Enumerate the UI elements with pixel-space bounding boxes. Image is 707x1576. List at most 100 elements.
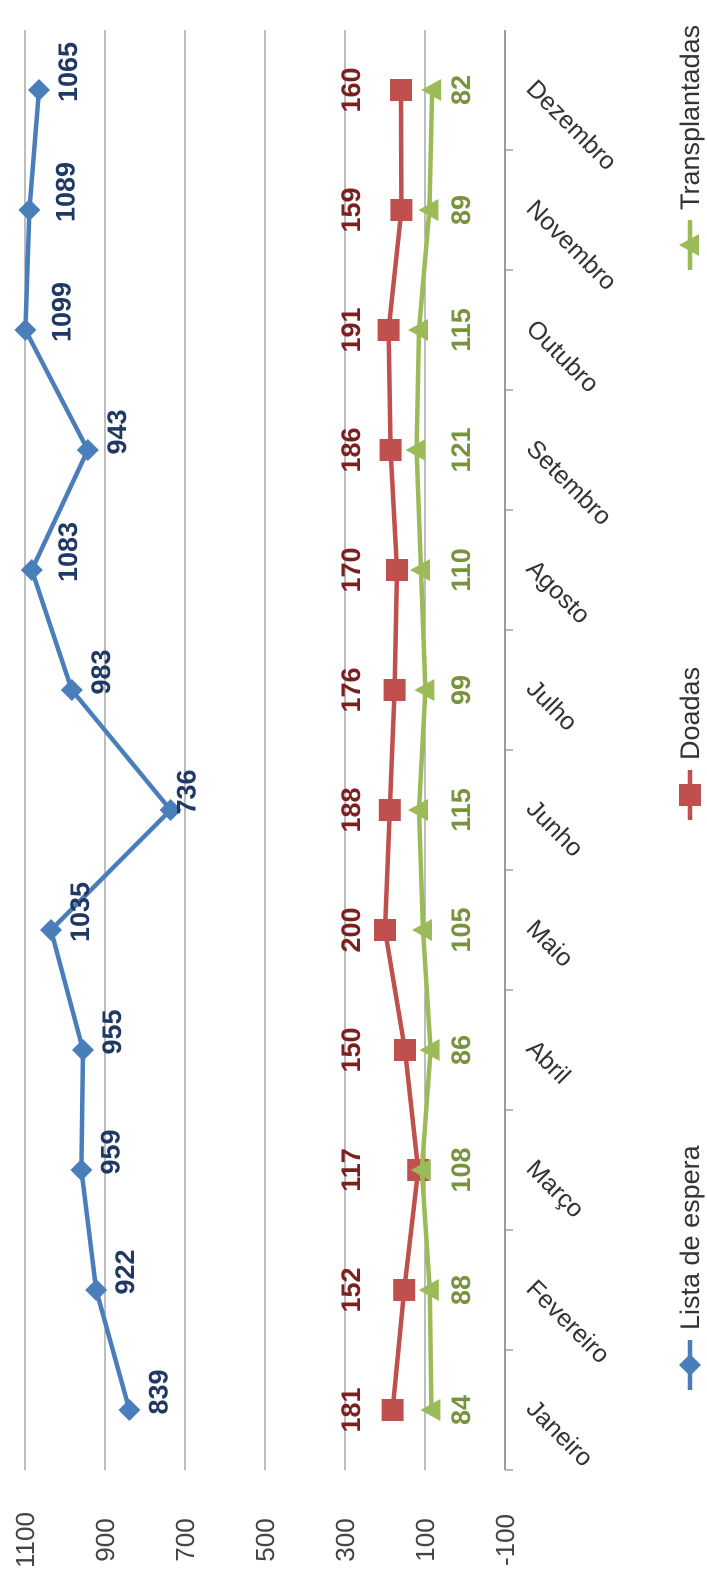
data-point-doadas bbox=[378, 799, 401, 821]
data-label-doadas: 150 bbox=[336, 1027, 366, 1072]
data-label-lista-de-espera: 1083 bbox=[53, 522, 83, 582]
series-lista-de-espera bbox=[14, 79, 182, 1421]
data-label-transplantadas: 82 bbox=[446, 75, 476, 105]
data-label-doadas: 181 bbox=[336, 1387, 366, 1432]
data-point-transplantadas bbox=[419, 1039, 440, 1061]
series-line-doadas bbox=[382, 89, 421, 1411]
data-point-lista-de-espera bbox=[40, 919, 62, 941]
data-point-lista-de-espera bbox=[72, 1039, 94, 1061]
data-label-lista-de-espera: 839 bbox=[143, 1369, 173, 1414]
category-label-novembro: Novembro bbox=[521, 194, 622, 295]
data-point-lista-de-espera bbox=[70, 1159, 93, 1181]
data-label-lista-de-espera: 959 bbox=[95, 1129, 125, 1174]
category-label-maio: Maio bbox=[521, 914, 579, 972]
value-tick-label: 700 bbox=[170, 1518, 200, 1561]
data-point-doadas bbox=[374, 919, 396, 941]
data-label-transplantadas: 88 bbox=[446, 1275, 476, 1305]
data-label-transplantadas: 86 bbox=[446, 1035, 476, 1065]
data-point-transplantadas bbox=[421, 79, 442, 101]
data-label-transplantadas: 108 bbox=[446, 1147, 476, 1192]
data-point-lista-de-espera bbox=[76, 439, 99, 461]
data-label-lista-de-espera: 955 bbox=[97, 1009, 127, 1054]
data-label-transplantadas: 84 bbox=[446, 1395, 476, 1425]
data-point-doadas bbox=[390, 79, 412, 101]
data-point-transplantadas bbox=[408, 319, 428, 341]
category-axis: Janeiro Fevereiro Março Abril Maio Junho Julho… bbox=[504, 30, 622, 1472]
data-label-doadas: 191 bbox=[336, 307, 366, 352]
data-point-doadas bbox=[377, 319, 400, 341]
category-label-marco: Março bbox=[521, 1154, 590, 1223]
legend-label-lista-de-espera: Lista de espera bbox=[675, 1144, 705, 1330]
data-label-transplantadas: 115 bbox=[446, 788, 476, 832]
data-point-lista-de-espera bbox=[28, 79, 50, 101]
legend-label-transplantadas: Transplantadas bbox=[675, 25, 705, 210]
value-tick-label: 1100 bbox=[10, 1512, 40, 1568]
data-point-doadas bbox=[379, 439, 402, 461]
category-label-fevereiro: Fevereiro bbox=[521, 1274, 615, 1368]
value-tick-label: 300 bbox=[330, 1518, 360, 1561]
legend-item-transplantadas: Transplantadas bbox=[675, 25, 705, 270]
value-tick-label: 900 bbox=[90, 1518, 120, 1561]
legend-item-doadas: Doadas bbox=[675, 667, 705, 820]
data-point-transplantadas bbox=[420, 1399, 441, 1421]
series-line-lista-de-espera bbox=[23, 89, 173, 1411]
data-point-transplantadas bbox=[408, 799, 428, 821]
data-label-lista-de-espera: 1035 bbox=[65, 882, 95, 942]
value-tick-label: -100 bbox=[490, 1514, 520, 1566]
data-label-doadas: 117 bbox=[336, 1148, 366, 1192]
series-group bbox=[14, 79, 442, 1421]
data-point-transplantadas bbox=[405, 439, 426, 461]
category-label-setembro: Setembro bbox=[521, 434, 617, 530]
data-point-transplantadas bbox=[410, 1159, 431, 1181]
data-label-transplantadas: 105 bbox=[446, 907, 476, 952]
legend-swatch-marker bbox=[679, 1354, 701, 1376]
data-point-doadas bbox=[393, 1279, 416, 1301]
category-label-abril: Abril bbox=[521, 1034, 576, 1089]
series-transplantadas bbox=[405, 79, 442, 1421]
value-tick-label: 500 bbox=[250, 1518, 280, 1561]
data-label-lista-de-espera: 1099 bbox=[46, 282, 76, 342]
legend-swatch-marker bbox=[679, 234, 699, 256]
legend-item-lista-de-espera: Lista de espera bbox=[675, 1144, 705, 1390]
data-point-lista-de-espera bbox=[20, 559, 43, 581]
data-point-transplantadas bbox=[418, 1279, 439, 1301]
data-label-lista-de-espera: 1065 bbox=[53, 42, 83, 102]
data-label-transplantadas: 89 bbox=[446, 195, 476, 225]
data-label-doadas: 186 bbox=[336, 427, 366, 472]
data-label-transplantadas: 121 bbox=[446, 427, 476, 472]
data-point-doadas bbox=[381, 1399, 404, 1421]
data-point-lista-de-espera bbox=[159, 799, 182, 821]
value-axis: -100 100 300 500 700 900 1100 bbox=[10, 1512, 520, 1568]
data-label-doadas: 200 bbox=[336, 907, 366, 952]
data-point-doadas bbox=[394, 1039, 416, 1061]
category-label-julho: Julho bbox=[521, 674, 583, 736]
data-labels: 839 922 959 955 1035 736 983 1083 943 1099 1089 106… bbox=[46, 42, 476, 1433]
data-label-lista-de-espera: 1089 bbox=[50, 162, 80, 222]
data-label-transplantadas: 110 bbox=[446, 548, 476, 592]
category-label-agosto: Agosto bbox=[521, 554, 596, 629]
legend-swatch-marker bbox=[679, 784, 701, 806]
data-label-doadas: 188 bbox=[336, 787, 366, 832]
data-point-lista-de-espera bbox=[14, 319, 37, 341]
data-label-doadas: 160 bbox=[336, 67, 366, 112]
legend: Lista de espera Doadas Transplantadas bbox=[675, 25, 705, 1390]
data-label-lista-de-espera: 983 bbox=[86, 649, 116, 694]
data-point-doadas bbox=[390, 199, 413, 221]
data-point-doadas bbox=[383, 679, 406, 701]
data-point-transplantadas bbox=[414, 679, 435, 701]
data-point-doadas bbox=[386, 559, 408, 581]
data-point-transplantadas bbox=[412, 919, 432, 941]
legend-label-doadas: Doadas bbox=[675, 667, 705, 760]
data-point-lista-de-espera bbox=[118, 1399, 141, 1421]
category-label-junho: Junho bbox=[521, 794, 589, 862]
data-label-doadas: 170 bbox=[336, 547, 366, 592]
data-label-lista-de-espera: 943 bbox=[102, 409, 132, 454]
data-point-lista-de-espera bbox=[85, 1279, 108, 1301]
gridlines bbox=[24, 30, 506, 1470]
data-point-lista-de-espera bbox=[60, 679, 83, 701]
data-label-doadas: 159 bbox=[336, 187, 366, 232]
value-tick-label: 100 bbox=[410, 1518, 440, 1561]
category-label-outubro: Outubro bbox=[521, 314, 605, 398]
category-label-janeiro: Janeiro bbox=[521, 1394, 599, 1472]
